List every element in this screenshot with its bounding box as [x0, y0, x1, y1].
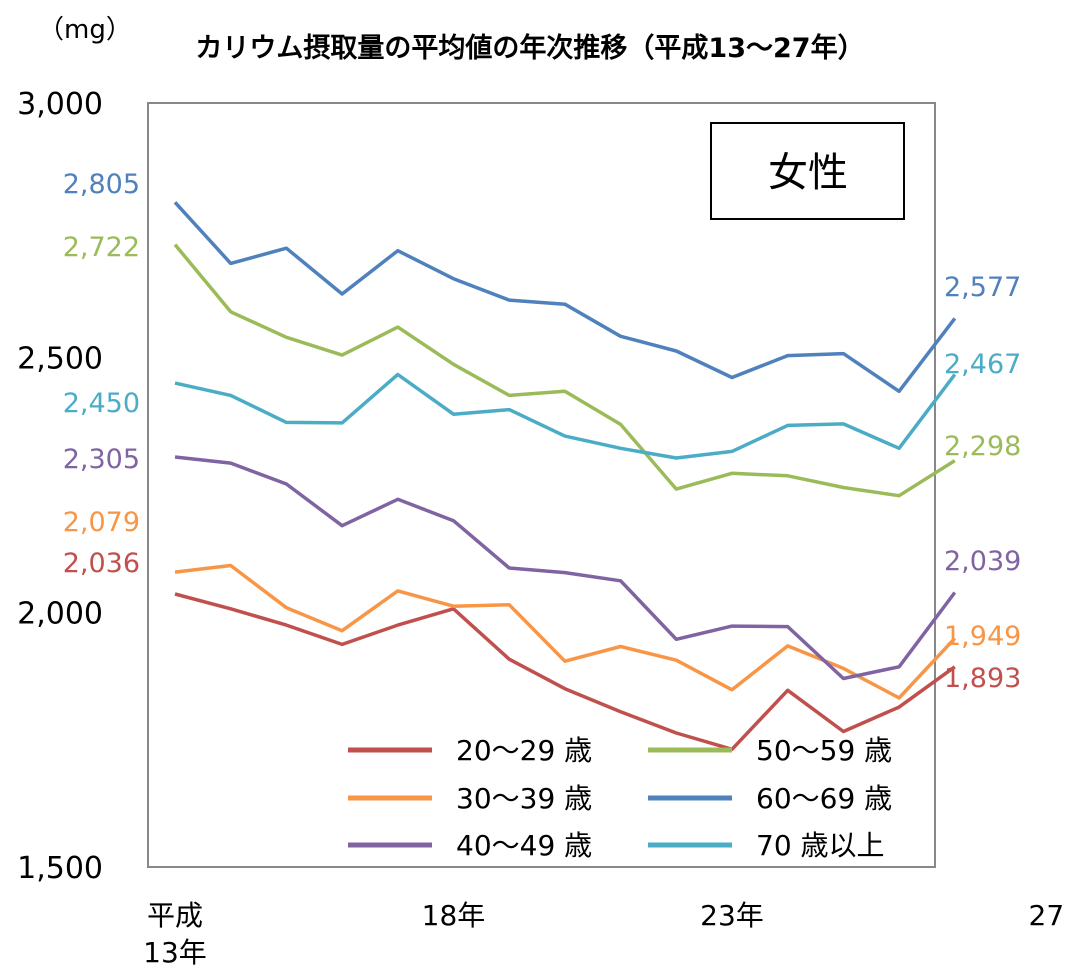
x-tick-label: 13年	[143, 936, 207, 969]
x-tick-label: 23年	[700, 899, 764, 932]
x-tick-label: 平成	[147, 899, 203, 932]
legend-label: 40〜49 歳	[456, 829, 592, 862]
x-tick-label: 27 年	[1029, 899, 1072, 932]
panel-label-box: 女性	[710, 122, 905, 220]
start-value-label: 2,450	[63, 388, 140, 419]
series-line-1	[174, 563, 957, 700]
end-value-label: 2,039	[944, 546, 1021, 577]
y-tick-label: 1,500	[17, 851, 103, 886]
start-value-label: 2,036	[63, 548, 140, 579]
legend: 20〜29 歳 50〜59 歳 30〜39 歳 60〜69 歳 40〜49 歳 70 歳以…	[348, 734, 892, 862]
series-line-0	[174, 592, 956, 752]
y-axis-ticks: 3,000 2,500 2,000 1,500	[17, 87, 103, 886]
y-tick-label: 2,000	[17, 596, 103, 631]
panel-label: 女性	[768, 150, 848, 196]
start-value-label: 2,079	[63, 507, 140, 538]
end-value-label: 2,298	[944, 431, 1021, 462]
y-tick-label: 2,500	[17, 342, 103, 377]
panel-label-frame	[710, 122, 905, 220]
x-axis-ticks: 平成 13年 18年 23年 27 年	[143, 899, 1072, 969]
end-value-label: 2,467	[944, 349, 1021, 380]
end-value-label: 1,893	[944, 663, 1021, 694]
legend-label: 30〜39 歳	[456, 782, 592, 815]
end-value-label: 1,949	[944, 621, 1021, 652]
start-value-label: 2,305	[63, 444, 140, 475]
series-line-2	[174, 455, 957, 681]
data-labels: 2,036 1,893 2,079 1,949 2,305 2,039 2,722 2,298…	[63, 169, 1022, 694]
start-value-label: 2,805	[63, 169, 140, 200]
series-line-5	[174, 372, 957, 460]
start-value-label: 2,722	[63, 232, 140, 263]
series-lines	[173, 201, 957, 752]
end-value-label: 2,577	[944, 272, 1021, 303]
plot-area	[147, 102, 936, 868]
y-tick-label: 3,000	[17, 87, 103, 122]
series-line-3	[173, 243, 956, 498]
legend-label: 20〜29 歳	[456, 734, 592, 767]
legend-label: 70 歳以上	[756, 829, 885, 862]
series-line-4	[173, 201, 957, 394]
x-tick-label: 18年	[422, 899, 486, 932]
legend-label: 50〜59 歳	[756, 734, 892, 767]
legend-label: 60〜69 歳	[756, 782, 892, 815]
chart-title: カリウム摂取量の平均値の年次推移（平成13〜27年）	[195, 32, 864, 64]
y-unit-label: （mg）	[38, 15, 132, 45]
